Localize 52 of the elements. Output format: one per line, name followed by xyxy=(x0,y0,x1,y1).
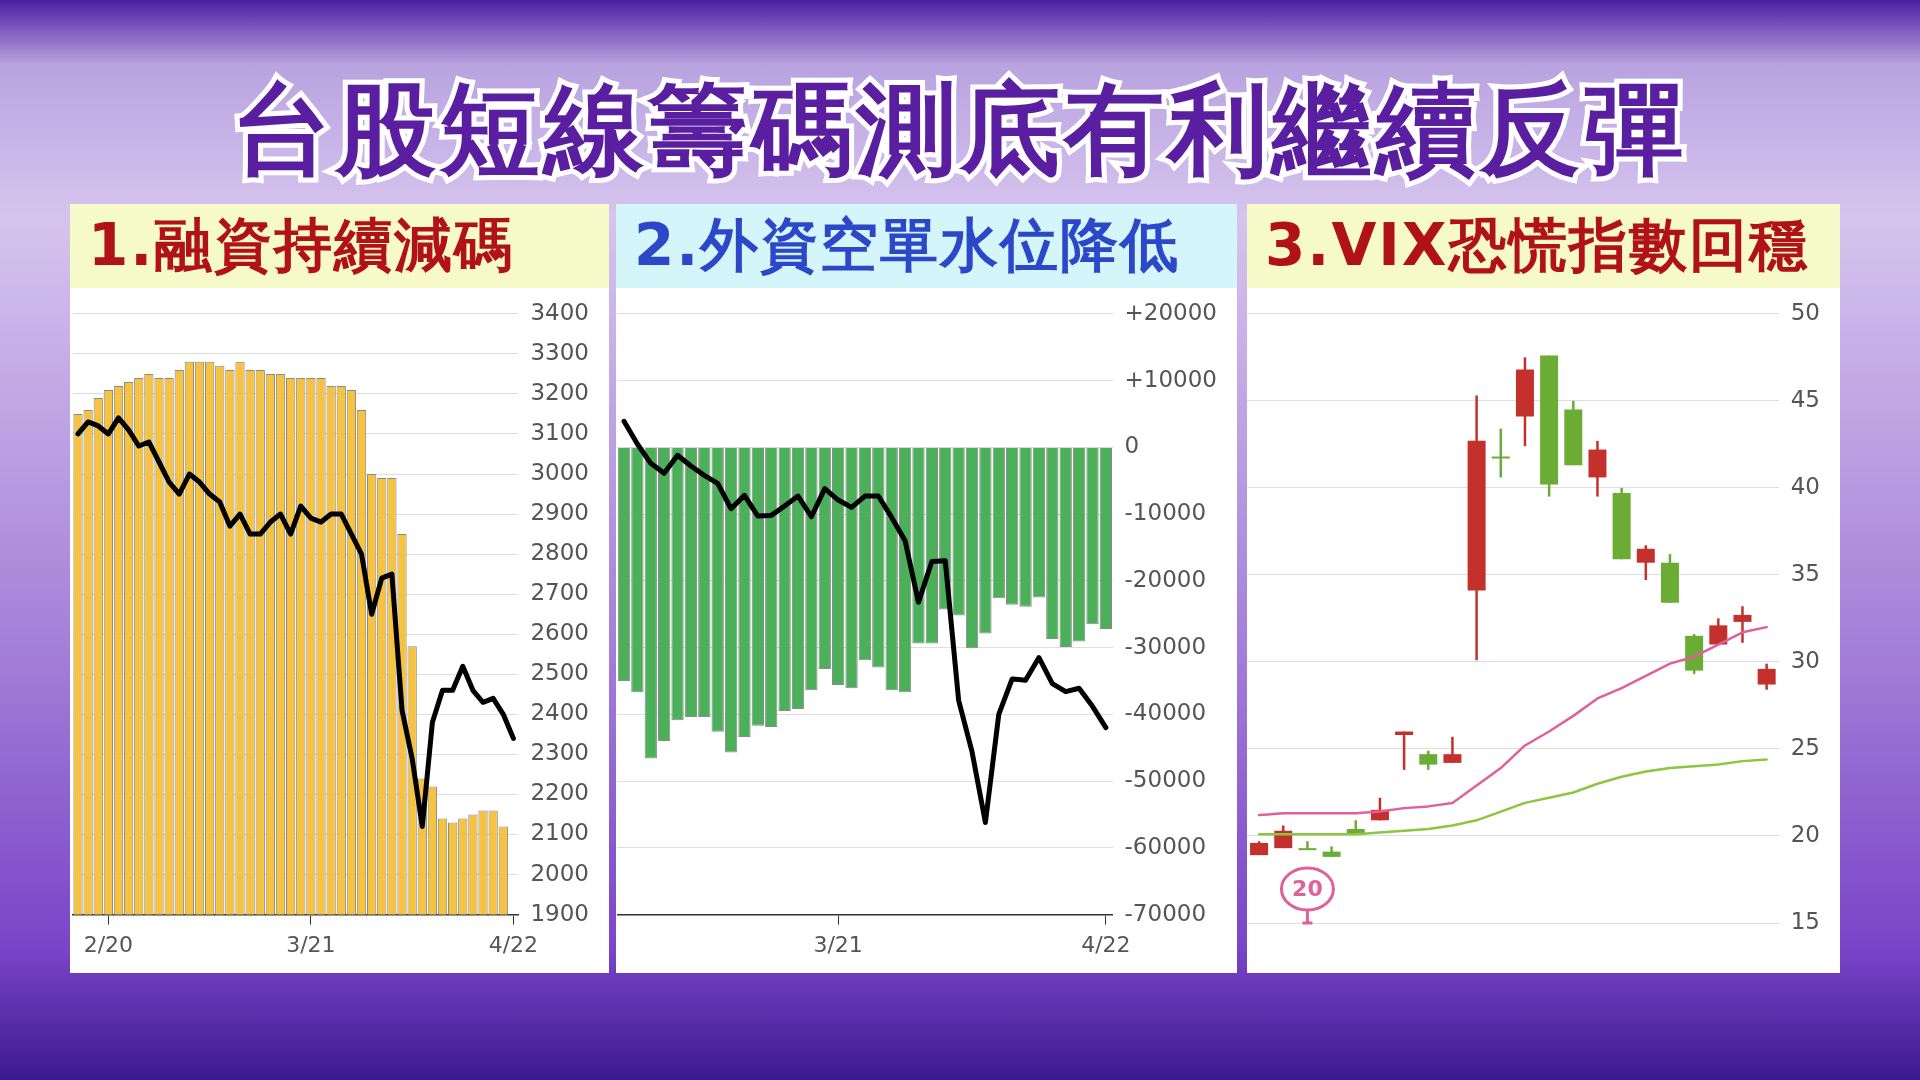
x-tick-label: 4/22 xyxy=(488,931,539,957)
candlestick xyxy=(1443,735,1462,765)
y-tick-label: 2500 xyxy=(530,659,590,686)
y-tick-label: -20000 xyxy=(1124,565,1207,592)
y-tick-label: 30 xyxy=(1790,646,1821,673)
y-tick-label: 45 xyxy=(1790,385,1821,412)
y-tick-label: 40 xyxy=(1790,472,1821,499)
candlestick xyxy=(1709,617,1728,646)
y-tick-label: -10000 xyxy=(1124,499,1207,526)
y-tick-label: 35 xyxy=(1790,559,1821,586)
y-tick-label: +20000 xyxy=(1124,298,1218,325)
chart-title: 2.外資空單水位降低 xyxy=(634,210,1181,281)
y-tick-label: 3200 xyxy=(530,378,590,405)
y-tick-label: -60000 xyxy=(1124,832,1207,859)
y-tick-label: 2100 xyxy=(530,819,590,846)
y-tick-label: 2000 xyxy=(530,859,590,886)
y-tick-label: -40000 xyxy=(1124,699,1207,726)
candlestick xyxy=(1419,749,1438,772)
y-tick-label: 50 xyxy=(1790,298,1821,325)
x-tick-label: 3/21 xyxy=(286,931,336,957)
y-tick-label: 25 xyxy=(1790,733,1821,760)
y-tick-label: 2300 xyxy=(530,739,590,766)
candlestick xyxy=(1298,839,1317,852)
y-tick-label: 20 xyxy=(1790,820,1821,847)
y-tick-label: 3000 xyxy=(530,458,590,485)
x-tick-label: 3/21 xyxy=(813,931,863,957)
y-tick-label: -30000 xyxy=(1124,632,1207,659)
y-tick-label: 2200 xyxy=(530,779,590,806)
y-tick-label: 0 xyxy=(1124,432,1140,459)
candlestick xyxy=(1757,662,1776,692)
y-tick-label: 2900 xyxy=(530,499,590,526)
annotation: 20 xyxy=(1292,875,1323,901)
y-tick-label: 2700 xyxy=(530,579,590,606)
chart-title: 1.融資持續減碼 xyxy=(88,210,515,281)
candlestick xyxy=(1636,544,1655,582)
y-tick-label: -70000 xyxy=(1124,899,1207,926)
y-tick-label: 2400 xyxy=(530,699,590,726)
text: 台股短線籌碼測底有利繼續反彈 xyxy=(232,71,1688,188)
chart-title: 3.VIX恐慌指數回穩 xyxy=(1265,210,1809,281)
x-tick-label: 4/22 xyxy=(1081,931,1131,957)
candlestick xyxy=(1491,427,1510,479)
y-tick-label: -50000 xyxy=(1124,766,1207,793)
y-tick-label: 15 xyxy=(1790,907,1821,934)
candlestick xyxy=(1733,604,1752,645)
y-tick-label: 2800 xyxy=(530,539,590,566)
y-tick-label: +10000 xyxy=(1124,365,1218,392)
y-tick-label: 1900 xyxy=(530,899,590,926)
y-tick-label: 3300 xyxy=(530,338,590,365)
y-tick-label: 3100 xyxy=(530,418,590,445)
y-tick-label: 3400 xyxy=(530,298,590,325)
y-tick-label: 2600 xyxy=(530,619,590,646)
x-tick-label: 2/20 xyxy=(83,931,134,957)
